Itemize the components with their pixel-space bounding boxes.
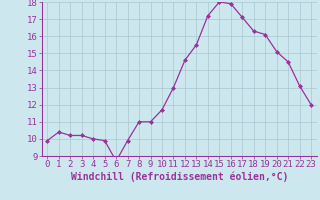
X-axis label: Windchill (Refroidissement éolien,°C): Windchill (Refroidissement éolien,°C) <box>70 172 288 182</box>
